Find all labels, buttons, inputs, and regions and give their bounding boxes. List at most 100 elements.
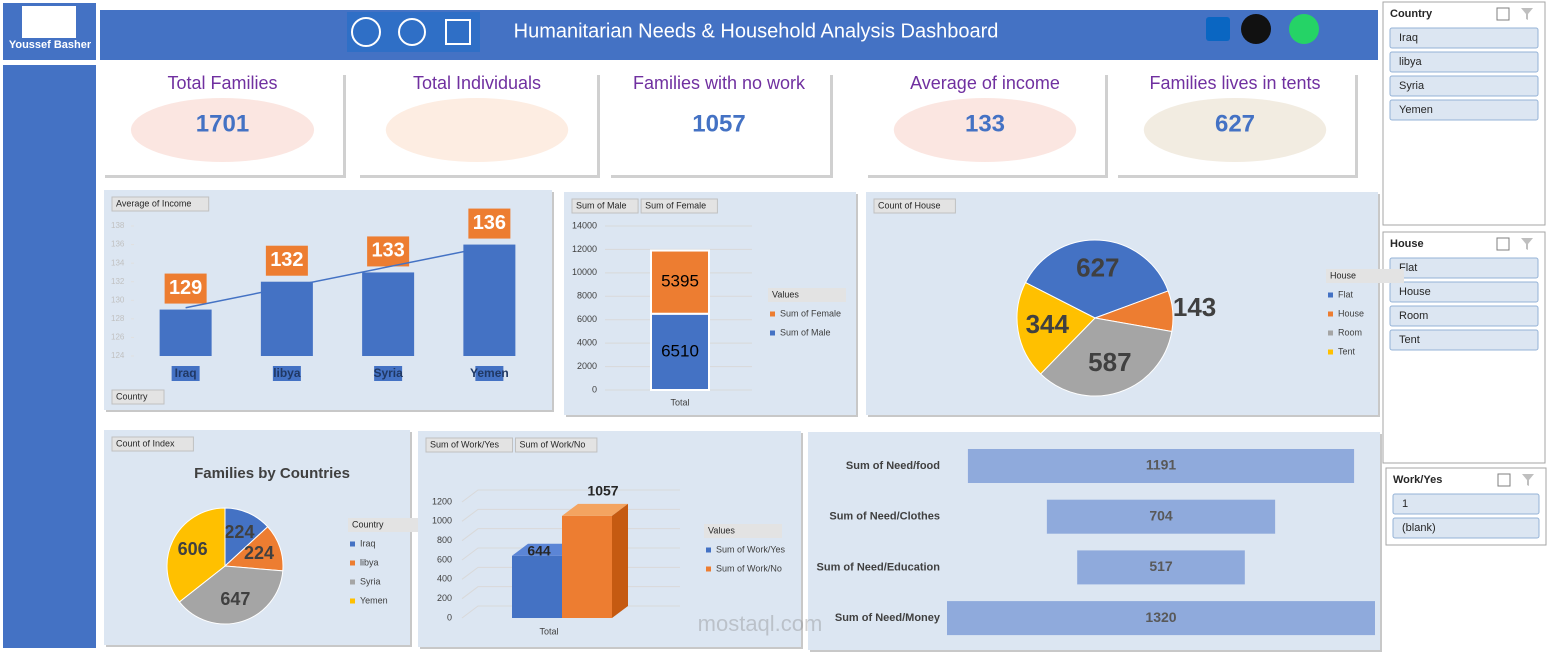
slicer-title: Country xyxy=(1390,8,1433,20)
bar xyxy=(562,515,612,618)
x-tick-label: Total xyxy=(539,626,558,636)
clear-filter-icon xyxy=(1522,474,1534,486)
bar xyxy=(463,244,516,356)
watermark: mostaql.com xyxy=(698,611,823,636)
data-label: 647 xyxy=(220,589,250,609)
y-tick-label: 200 xyxy=(437,593,452,603)
legend-label: Room xyxy=(1338,327,1362,337)
slicer-item[interactable] xyxy=(1389,75,1539,97)
data-label: 136 xyxy=(473,212,506,234)
x-tick-label: libya xyxy=(273,366,301,380)
slicer-item[interactable] xyxy=(1392,517,1540,539)
y-tick-label: 124 xyxy=(111,351,125,360)
field-button xyxy=(425,437,513,453)
legend-swatch xyxy=(770,330,775,336)
grid-line xyxy=(461,489,680,503)
y-tick-label: 138 xyxy=(111,221,125,230)
legend-title-box xyxy=(348,518,426,532)
slicer-item-label: (blank) xyxy=(1402,522,1436,534)
pie-slice xyxy=(1016,281,1096,375)
slicer-item[interactable] xyxy=(1389,99,1539,121)
slicer-item-label: Yemen xyxy=(1399,104,1433,116)
github-icon[interactable] xyxy=(1241,14,1271,44)
legend-title-box xyxy=(1326,269,1404,283)
slicer-item-label: Room xyxy=(1399,310,1428,322)
field-button-label: Count of Index xyxy=(116,438,175,448)
legend-label: House xyxy=(1338,308,1364,318)
category-label-box xyxy=(171,366,200,381)
category-label-box xyxy=(374,366,403,381)
slicer-item[interactable] xyxy=(1392,493,1540,515)
header-bar xyxy=(100,10,1378,60)
x-tick-label: Total xyxy=(670,397,689,407)
bar-top xyxy=(562,503,628,516)
kpi-value: 1057 xyxy=(692,110,745,137)
linkedin-icon[interactable] xyxy=(1206,17,1230,41)
un-logo xyxy=(351,17,381,47)
data-label: 606 xyxy=(178,539,208,559)
funnel-bar xyxy=(1077,550,1245,585)
data-label: 644 xyxy=(527,542,551,558)
legend-label: Iraq xyxy=(360,538,376,548)
slicer-item-label: House xyxy=(1399,286,1431,298)
kpi-card xyxy=(608,72,830,175)
data-label: 517 xyxy=(1149,558,1173,574)
data-label: 133 xyxy=(371,240,404,262)
slicer-item[interactable] xyxy=(1389,51,1539,73)
slicer-item[interactable] xyxy=(1389,305,1539,327)
slicer-item[interactable] xyxy=(1389,329,1539,351)
funnel-bar xyxy=(947,601,1375,636)
slicer-item[interactable] xyxy=(1389,27,1539,49)
slicer-item-label: 1 xyxy=(1402,498,1408,510)
legend-title: Values xyxy=(708,525,735,535)
bar xyxy=(159,309,212,356)
legend-title: Country xyxy=(352,519,384,529)
y-tick-label: 128 xyxy=(111,314,125,323)
slicer-item[interactable] xyxy=(1389,281,1539,303)
y-tick-label: 400 xyxy=(437,574,452,584)
kpi-image xyxy=(385,98,569,162)
x-tick-label: Syria xyxy=(373,366,403,380)
slicer-item[interactable] xyxy=(1389,257,1539,279)
whatsapp-icon[interactable] xyxy=(1289,14,1319,44)
y-tick-label: 134 xyxy=(111,258,125,267)
data-label: 132 xyxy=(270,249,303,271)
y-tick-label: 10000 xyxy=(572,267,597,277)
data-label: 704 xyxy=(1149,507,1173,523)
y-tick-label: 130 xyxy=(111,295,125,304)
legend-swatch xyxy=(1328,330,1333,336)
y-tick-label: 800 xyxy=(437,535,452,545)
multi-select-icon xyxy=(1496,7,1510,21)
kpi-label: Total Families xyxy=(167,73,277,93)
trendline xyxy=(185,245,490,309)
legend-title: House xyxy=(1330,270,1356,280)
filter-button[interactable] xyxy=(111,389,165,405)
kpi-card xyxy=(357,72,597,175)
field-button xyxy=(873,198,956,214)
data-label: 1057 xyxy=(587,483,618,499)
legend-swatch xyxy=(350,579,355,585)
bar xyxy=(512,555,562,618)
legend-label: Tent xyxy=(1338,346,1356,356)
legend-swatch xyxy=(350,541,355,547)
slicer-item-label: Syria xyxy=(1399,80,1425,92)
chart-title: Families by Countries xyxy=(194,465,350,482)
data-label: 129 xyxy=(169,277,202,299)
legend-title: Values xyxy=(772,289,799,299)
y-tick-label: Sum of Need/Education xyxy=(817,561,941,573)
y-tick-label: 8000 xyxy=(577,291,597,301)
y-tick-label: 0 xyxy=(592,384,597,394)
bar xyxy=(362,272,415,356)
bar-side xyxy=(612,503,628,618)
legend-swatch xyxy=(706,566,711,572)
y-tick-label: 1200 xyxy=(432,496,452,506)
y-tick-label: 1000 xyxy=(432,516,452,526)
legend-swatch xyxy=(706,547,711,553)
legend-title-box xyxy=(768,288,846,302)
legend-title-box xyxy=(704,524,782,538)
pie-slice xyxy=(1024,239,1169,319)
legend-label: Sum of Female xyxy=(780,308,841,318)
kpi-label: Total Individuals xyxy=(413,73,541,93)
legend-label: Sum of Work/Yes xyxy=(716,544,786,554)
y-tick-label: 0 xyxy=(447,612,452,622)
